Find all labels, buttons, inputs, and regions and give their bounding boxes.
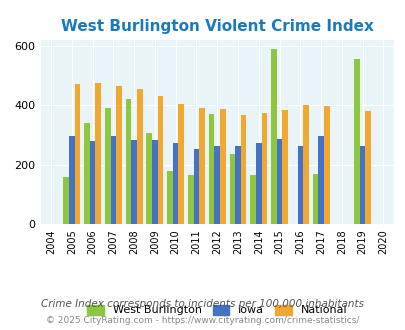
Bar [250, 175, 255, 224]
Bar [208, 114, 214, 224]
Bar [255, 143, 261, 224]
Bar [214, 146, 220, 224]
Bar [312, 174, 318, 224]
Bar [234, 146, 240, 224]
Bar [271, 49, 276, 224]
Bar [84, 123, 90, 224]
Bar [281, 110, 287, 224]
Bar [167, 171, 173, 224]
Bar [95, 83, 101, 224]
Bar [318, 137, 323, 224]
Bar [220, 109, 225, 224]
Title: West Burlington Violent Crime Index: West Burlington Violent Crime Index [61, 19, 373, 34]
Bar [146, 134, 152, 224]
Legend: West Burlington, Iowa, National: West Burlington, Iowa, National [82, 300, 351, 320]
Bar [110, 137, 116, 224]
Bar [131, 140, 136, 224]
Bar [116, 86, 121, 224]
Bar [303, 105, 308, 224]
Bar [157, 96, 163, 224]
Bar [90, 141, 95, 224]
Bar [240, 115, 246, 224]
Bar [126, 99, 131, 224]
Bar [193, 149, 199, 224]
Bar [276, 140, 281, 224]
Bar [104, 108, 110, 224]
Text: © 2025 CityRating.com - https://www.cityrating.com/crime-statistics/: © 2025 CityRating.com - https://www.city… [46, 316, 359, 325]
Bar [173, 143, 178, 224]
Bar [152, 140, 157, 224]
Bar [63, 177, 69, 224]
Bar [188, 175, 193, 224]
Bar [323, 106, 329, 224]
Bar [359, 146, 364, 224]
Bar [261, 113, 266, 224]
Bar [364, 111, 370, 224]
Bar [178, 104, 183, 224]
Bar [75, 84, 80, 224]
Bar [69, 136, 75, 224]
Bar [199, 108, 205, 224]
Bar [136, 89, 142, 224]
Text: Crime Index corresponds to incidents per 100,000 inhabitants: Crime Index corresponds to incidents per… [41, 299, 364, 309]
Bar [229, 154, 234, 224]
Bar [297, 146, 303, 224]
Bar [354, 59, 359, 224]
